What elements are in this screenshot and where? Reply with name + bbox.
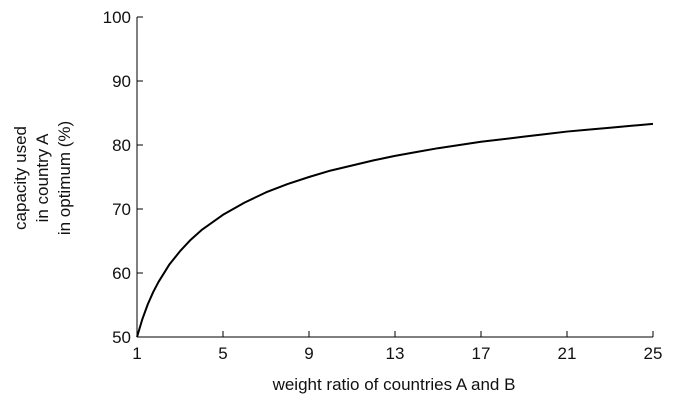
x-tick-label: 9 [304, 344, 313, 363]
y-axis-title-line-3: in optimum (%) [55, 121, 74, 235]
y-axis-title-line-1: capacity used [11, 126, 30, 230]
y-axis-title: capacity used in country A in optimum (%… [11, 121, 74, 235]
y-tick-label: 70 [112, 200, 131, 219]
x-tick-label: 21 [558, 344, 577, 363]
y-tick-label: 100 [103, 8, 131, 27]
x-tick-label: 5 [218, 344, 227, 363]
y-axis-title-line-2: in country A [33, 133, 52, 222]
axes [136, 17, 653, 338]
y-ticks: 50 60 70 80 90 100 [103, 8, 143, 347]
y-tick-label: 60 [112, 264, 131, 283]
series-line [136, 122, 654, 338]
y-tick-label: 80 [112, 136, 131, 155]
x-tick-label: 1 [132, 344, 141, 363]
x-tick-label: 13 [386, 344, 405, 363]
x-tick-label: 17 [472, 344, 491, 363]
x-ticks: 1 5 9 13 17 21 25 [132, 331, 662, 363]
series-layer [136, 122, 654, 338]
x-axis-title: weight ratio of countries A and B [272, 375, 516, 394]
x-tick-label: 25 [644, 344, 663, 363]
y-tick-label: 90 [112, 72, 131, 91]
y-tick-label: 50 [112, 328, 131, 347]
